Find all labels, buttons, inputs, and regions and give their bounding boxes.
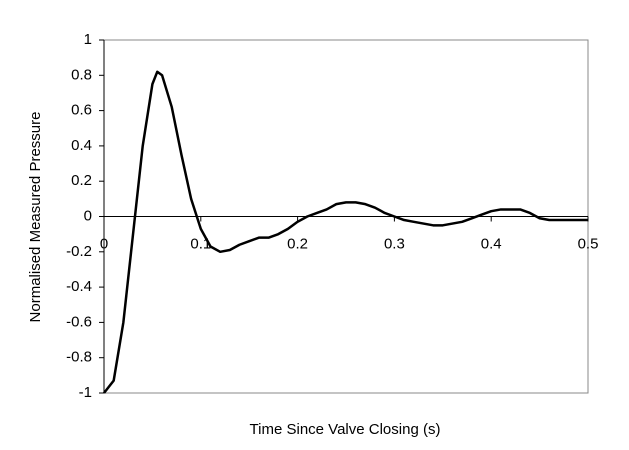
y-tick-label: -1 bbox=[79, 384, 92, 401]
y-tick-label: -0.4 bbox=[66, 278, 92, 295]
y-tick-label: 0 bbox=[84, 207, 92, 224]
y-tick-label: 0.4 bbox=[71, 137, 92, 154]
x-tick-label: 0 bbox=[100, 235, 108, 252]
x-tick-label: 0.3 bbox=[384, 235, 405, 252]
y-tick-label: 0.6 bbox=[71, 102, 92, 119]
data-line bbox=[103, 70, 588, 394]
y-tick-label: -0.8 bbox=[66, 349, 92, 366]
y-tick-label: 0.8 bbox=[71, 66, 92, 83]
y-tick-label: -0.6 bbox=[66, 313, 92, 330]
x-axis-label: Time Since Valve Closing (s) bbox=[250, 421, 441, 438]
y-tick-label: 1 bbox=[84, 31, 92, 48]
x-tick-label: 0.4 bbox=[481, 235, 502, 252]
y-axis-label: Normalised Measured Pressure bbox=[27, 112, 44, 323]
x-tick-label: 0.2 bbox=[287, 235, 308, 252]
y-tick-label: 0.2 bbox=[71, 172, 92, 189]
y-tick-label: -0.2 bbox=[66, 243, 92, 260]
x-tick-label: 0.5 bbox=[578, 235, 599, 252]
